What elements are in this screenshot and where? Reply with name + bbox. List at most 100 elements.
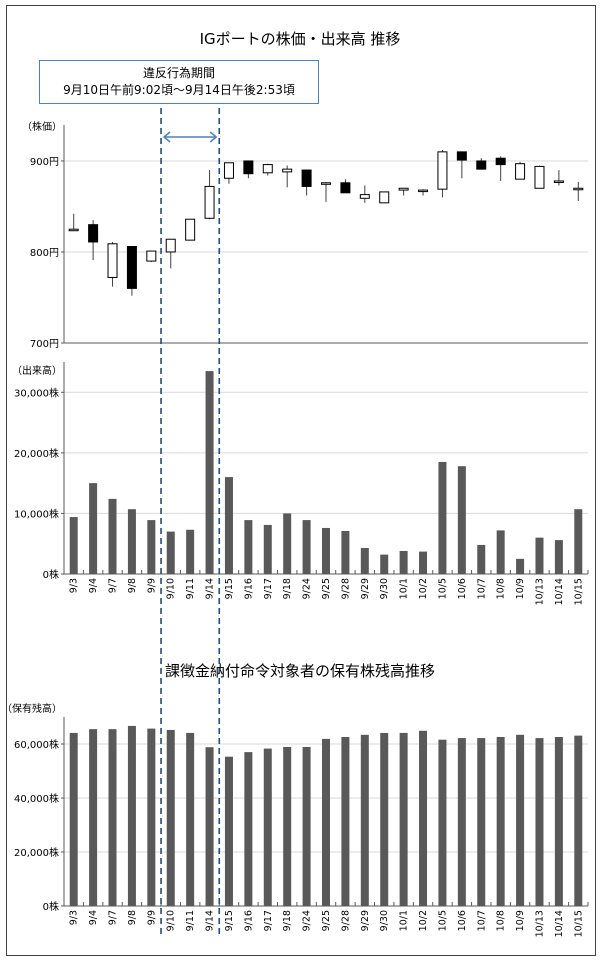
holdings-bar bbox=[166, 729, 175, 906]
y-axis-label: （株価） bbox=[22, 120, 62, 133]
holdings-bar bbox=[380, 732, 389, 906]
candle-down bbox=[456, 151, 467, 161]
volume-bar bbox=[516, 558, 525, 574]
holdings-bar bbox=[574, 735, 583, 906]
candle-down bbox=[126, 246, 137, 289]
volume-bar bbox=[574, 509, 583, 574]
x-tick-label: 10/7 bbox=[476, 578, 487, 599]
y-tick-label: 20,000株 bbox=[14, 447, 59, 460]
candle-down bbox=[476, 160, 487, 170]
volume-bar bbox=[69, 517, 78, 574]
arrow-left-icon bbox=[162, 131, 171, 143]
holdings-bar bbox=[302, 746, 311, 906]
volume-bar bbox=[89, 483, 98, 574]
annotation-title: 違反行為期間 bbox=[142, 66, 215, 80]
x-tick-label: 9/10 bbox=[166, 910, 177, 931]
x-tick-label: 9/15 bbox=[224, 578, 235, 599]
candle-up bbox=[68, 228, 79, 232]
x-tick-label: 9/4 bbox=[88, 578, 99, 593]
holdings-bar bbox=[224, 756, 233, 906]
y-tick-label: 700円 bbox=[30, 339, 59, 350]
x-tick-label: 10/13 bbox=[534, 910, 545, 937]
candle-up bbox=[573, 187, 584, 191]
x-tick-label: 10/5 bbox=[437, 578, 448, 599]
y-tick-label: 900円 bbox=[30, 157, 59, 168]
candle-down bbox=[495, 157, 506, 166]
candle-up bbox=[165, 238, 176, 253]
y-tick-label: 800円 bbox=[30, 248, 59, 259]
x-tick-label: 9/17 bbox=[263, 578, 274, 599]
volume-bar bbox=[360, 547, 369, 574]
volume-bar bbox=[399, 550, 408, 574]
volume-bar bbox=[322, 527, 330, 574]
x-tick-label: 9/3 bbox=[69, 578, 80, 593]
candle-up bbox=[437, 151, 448, 190]
x-tick-label: 10/7 bbox=[476, 910, 487, 931]
holdings-bar bbox=[419, 730, 428, 906]
x-tick-label: 9/3 bbox=[69, 910, 80, 925]
volume-bar bbox=[166, 531, 175, 574]
x-tick-label: 9/25 bbox=[321, 910, 332, 931]
y-tick-label: 40,000株 bbox=[14, 792, 59, 805]
x-tick-label: 9/30 bbox=[379, 910, 390, 931]
y-tick-label: 60,000株 bbox=[14, 738, 59, 751]
candle-up bbox=[185, 218, 196, 241]
volume-bar bbox=[263, 524, 272, 574]
x-tick-label: 9/7 bbox=[108, 910, 119, 925]
volume-bar-chart: 0株 10,000株 20,000株 30,000株 （出来高） 9/3 9/4 9/7 9/8… bbox=[12, 362, 589, 605]
y-axis-label: （保有残高） bbox=[2, 702, 62, 715]
holdings-bar bbox=[341, 736, 350, 906]
x-tick-label: 9/9 bbox=[146, 578, 157, 593]
candle-up bbox=[379, 191, 390, 204]
holdings-bar bbox=[322, 738, 330, 906]
chart-frame bbox=[6, 5, 596, 956]
x-tick-label: 9/7 bbox=[108, 578, 119, 593]
volume-bar bbox=[224, 477, 233, 574]
candle-up bbox=[146, 250, 157, 262]
x-tick-label: 9/24 bbox=[302, 910, 313, 931]
candle-up bbox=[553, 180, 564, 183]
holdings-bar bbox=[438, 739, 447, 906]
x-tick-label: 10/8 bbox=[496, 910, 507, 931]
x-tick-label: 9/18 bbox=[282, 578, 293, 599]
x-tick-label: 10/2 bbox=[418, 578, 429, 599]
x-tick-label: 10/8 bbox=[496, 578, 507, 599]
main-chart-title: IGポートの株価・出来高 推移 bbox=[199, 30, 401, 48]
candle-up bbox=[204, 185, 215, 219]
volume-bar bbox=[341, 530, 350, 574]
x-tick-label: 10/9 bbox=[515, 578, 526, 599]
x-tick-label: 9/11 bbox=[185, 910, 196, 931]
x-tick-label: 10/5 bbox=[437, 910, 448, 931]
volume-bar bbox=[127, 509, 136, 574]
candle-down bbox=[301, 169, 312, 187]
volume-bar bbox=[457, 466, 466, 574]
holdings-bar-chart: 0株 20,000株 40,000株 60,000株 （保有残高） 9/3 9/4 9/7 9/… bbox=[2, 702, 589, 937]
y-tick-label: 10,000株 bbox=[14, 507, 59, 520]
holdings-bar bbox=[89, 729, 98, 906]
holdings-bar bbox=[399, 732, 408, 906]
volume-bar bbox=[244, 520, 253, 574]
x-tick-label: 10/9 bbox=[515, 910, 526, 931]
x-tick-label: 9/17 bbox=[263, 910, 274, 931]
x-tick-label: 9/16 bbox=[243, 910, 254, 931]
volume-bar bbox=[108, 498, 117, 574]
holdings-bar bbox=[127, 725, 136, 906]
candle-up bbox=[223, 162, 234, 179]
volume-bar bbox=[186, 529, 195, 574]
volume-bar bbox=[419, 551, 428, 574]
x-tick-label: 9/28 bbox=[340, 910, 351, 931]
x-tick-label: 10/6 bbox=[457, 578, 468, 599]
holdings-bar bbox=[205, 747, 214, 906]
holdings-chart-title: 課徴金納付命令対象者の保有株残高推移 bbox=[164, 662, 435, 680]
x-tick-label: 9/14 bbox=[205, 578, 216, 599]
x-tick-label: 10/15 bbox=[573, 578, 584, 605]
holdings-bar bbox=[263, 748, 272, 906]
y-tick-label: 20,000株 bbox=[14, 846, 59, 859]
holdings-bar bbox=[360, 734, 369, 906]
x-tick-label: 9/9 bbox=[146, 910, 157, 925]
y-tick-label: 0株 bbox=[43, 568, 59, 581]
volume-bar bbox=[535, 537, 544, 574]
annotation-period: 9月10日午前9:02頃〜9月14日午後2:53頃 bbox=[63, 83, 295, 97]
holdings-bar bbox=[244, 752, 253, 906]
